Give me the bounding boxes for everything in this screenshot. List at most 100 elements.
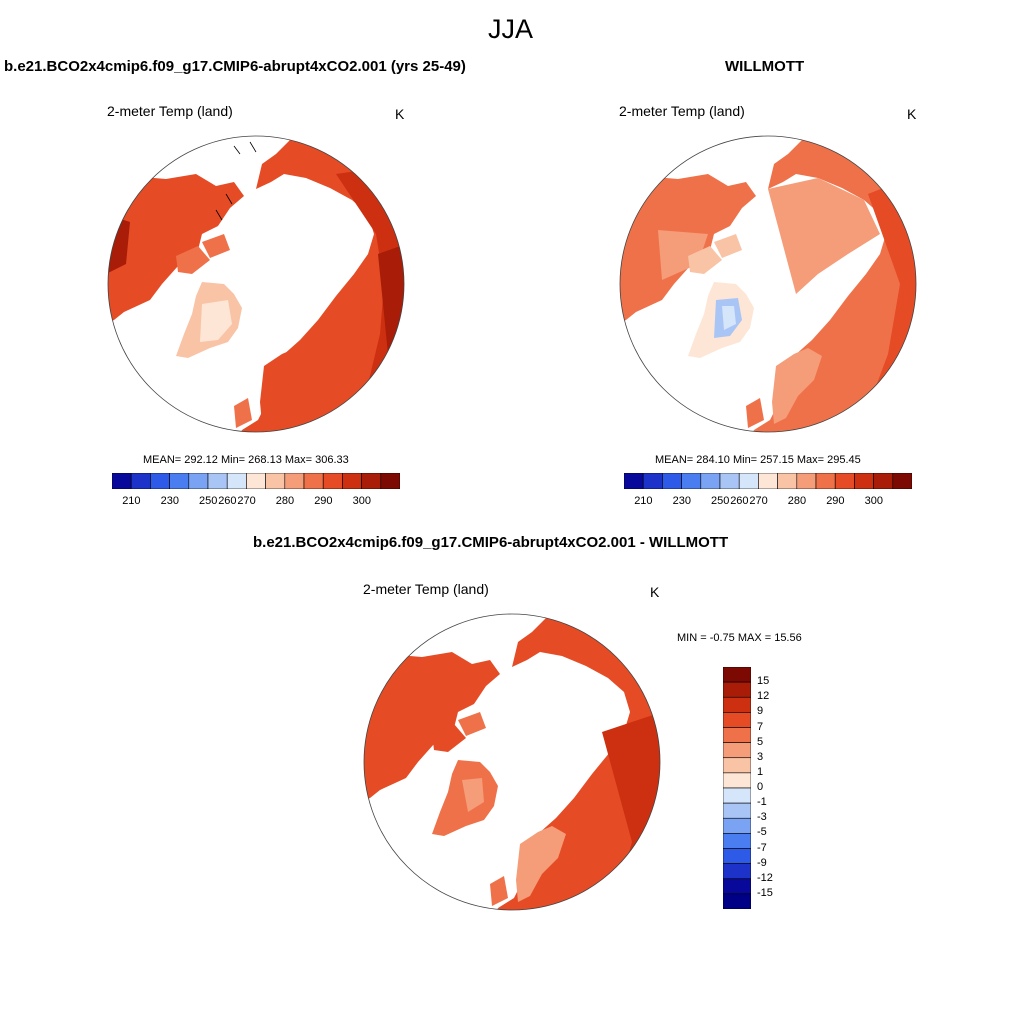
colorbar-swatch bbox=[723, 712, 751, 728]
colorbar-swatch bbox=[723, 817, 751, 834]
scandinavia-land bbox=[772, 348, 822, 424]
colorbar-swatch bbox=[130, 473, 151, 489]
canadian-arctic-islands bbox=[176, 246, 210, 274]
diff-polar-map bbox=[363, 613, 661, 911]
colorbar-swatch bbox=[723, 696, 751, 713]
model-polar-map bbox=[107, 135, 405, 433]
colorbar-tick-label: 280 bbox=[787, 495, 807, 507]
colorbar-tick-label: 250 bbox=[199, 495, 218, 507]
obs-polar-map bbox=[619, 135, 917, 433]
colorbar-swatch bbox=[188, 473, 209, 489]
colorbar-swatch bbox=[303, 473, 324, 489]
colorbar-tick-label: 9 bbox=[757, 705, 764, 718]
colorbar-tick-label: 0 bbox=[757, 781, 764, 793]
colorbar-swatch bbox=[723, 667, 751, 683]
colorbar-swatch bbox=[723, 727, 751, 743]
colorbar-swatch bbox=[380, 473, 400, 489]
model-panel-title: b.e21.BCO2x4cmip6.f09_g17.CMIP6-abrupt4x… bbox=[4, 58, 466, 75]
colorbar-swatch bbox=[169, 473, 190, 489]
colorbar-swatch bbox=[642, 473, 663, 489]
colorbar-swatch bbox=[361, 473, 382, 489]
diff-colorbar bbox=[723, 667, 751, 909]
colorbar-tick-label: 290 bbox=[826, 495, 845, 507]
colorbar-swatch bbox=[723, 833, 751, 849]
model-stats: MEAN= 292.12 Min= 268.13 Max= 306.33 bbox=[143, 454, 349, 466]
colorbar-swatch bbox=[342, 473, 362, 489]
colorbar-swatch bbox=[265, 473, 286, 489]
colorbar-swatch bbox=[624, 473, 644, 489]
colorbar-swatch bbox=[662, 473, 682, 489]
north-america-land bbox=[108, 174, 244, 324]
diff-variable-label: 2-meter Temp (land) bbox=[363, 581, 489, 597]
colorbar-swatch bbox=[723, 802, 751, 819]
colorbar-tick-label: 15 bbox=[757, 675, 770, 688]
colorbar-swatch bbox=[892, 473, 912, 489]
colorbar-swatch bbox=[854, 473, 874, 489]
colorbar-tick-label: 3 bbox=[757, 750, 764, 763]
colorbar-swatch bbox=[700, 473, 721, 489]
colorbar-swatch bbox=[723, 863, 751, 880]
colorbar-swatch bbox=[226, 473, 247, 489]
colorbar-tick-label: 210 bbox=[122, 495, 141, 507]
north-america-land bbox=[364, 652, 500, 802]
model-units-label: K bbox=[395, 106, 405, 122]
colorbar-swatch bbox=[723, 772, 751, 789]
colorbar-swatch bbox=[207, 473, 228, 489]
obs-variable-label: 2-meter Temp (land) bbox=[619, 103, 745, 119]
colorbar-tick-label: -15 bbox=[757, 886, 773, 899]
diff-stats: MIN = -0.75 MAX = 15.56 bbox=[677, 632, 802, 644]
colorbar-tick-label: 230 bbox=[672, 495, 691, 507]
season-title: JJA bbox=[488, 14, 534, 44]
colorbar-swatch bbox=[738, 473, 759, 489]
model-colorbar bbox=[112, 473, 400, 489]
colorbar-tick-label: 290 bbox=[314, 495, 333, 507]
colorbar-tick-label: 270 bbox=[749, 495, 768, 507]
colorbar-tick-label: 300 bbox=[352, 495, 371, 507]
colorbar-tick-label: 250 bbox=[711, 495, 730, 507]
colorbar-swatch bbox=[723, 681, 751, 698]
colorbar-swatch bbox=[873, 473, 894, 489]
colorbar-tick-label: -7 bbox=[757, 841, 767, 854]
colorbar-tick-label: -12 bbox=[757, 871, 773, 884]
diff-panel-title: b.e21.BCO2x4cmip6.f09_g17.CMIP6-abrupt4x… bbox=[253, 534, 729, 551]
colorbar-tick-label: 270 bbox=[237, 495, 256, 507]
colorbar-swatch bbox=[112, 473, 132, 489]
obs-colorbar bbox=[624, 473, 912, 489]
colorbar-tick-label: 260 bbox=[218, 495, 237, 507]
colorbar-tick-label: 230 bbox=[160, 495, 179, 507]
colorbar-swatch bbox=[723, 787, 751, 804]
colorbar-swatch bbox=[723, 893, 751, 909]
obs-stats: MEAN= 284.10 Min= 257.15 Max= 295.45 bbox=[655, 454, 861, 466]
colorbar-tick-label: 300 bbox=[864, 495, 883, 507]
colorbar-swatch bbox=[150, 473, 170, 489]
colorbar-swatch bbox=[723, 848, 751, 864]
colorbar-swatch bbox=[719, 473, 740, 489]
colorbar-swatch bbox=[723, 742, 751, 759]
colorbar-tick-label: 210 bbox=[634, 495, 653, 507]
colorbar-tick-label: 12 bbox=[757, 690, 770, 703]
colorbar-swatch bbox=[681, 473, 702, 489]
model-variable-label: 2-meter Temp (land) bbox=[107, 103, 233, 119]
colorbar-tick-label: -1 bbox=[757, 796, 767, 809]
colorbar-swatch bbox=[758, 473, 778, 489]
colorbar-swatch bbox=[284, 473, 305, 489]
colorbar-tick-label: 280 bbox=[275, 495, 295, 507]
scandinavia-land bbox=[516, 826, 566, 902]
scandinavia-land bbox=[260, 348, 310, 424]
colorbar-tick-label: -3 bbox=[757, 811, 767, 824]
colorbar-tick-label: -9 bbox=[757, 856, 767, 869]
obs-panel-title: WILLMOTT bbox=[725, 58, 805, 75]
colorbar-swatch bbox=[815, 473, 836, 489]
colorbar-tick-label: 7 bbox=[757, 720, 764, 733]
colorbar-swatch bbox=[834, 473, 855, 489]
colorbar-tick-label: 5 bbox=[757, 735, 764, 748]
colorbar-swatch bbox=[777, 473, 798, 489]
colorbar-swatch bbox=[246, 473, 266, 489]
colorbar-tick-label: 1 bbox=[757, 765, 764, 778]
diff-units-label: K bbox=[650, 584, 660, 600]
colorbar-swatch bbox=[796, 473, 817, 489]
colorbar-tick-label: -5 bbox=[757, 826, 767, 839]
obs-units-label: K bbox=[907, 106, 917, 122]
colorbar-swatch bbox=[723, 878, 751, 895]
colorbar-swatch bbox=[723, 757, 751, 774]
